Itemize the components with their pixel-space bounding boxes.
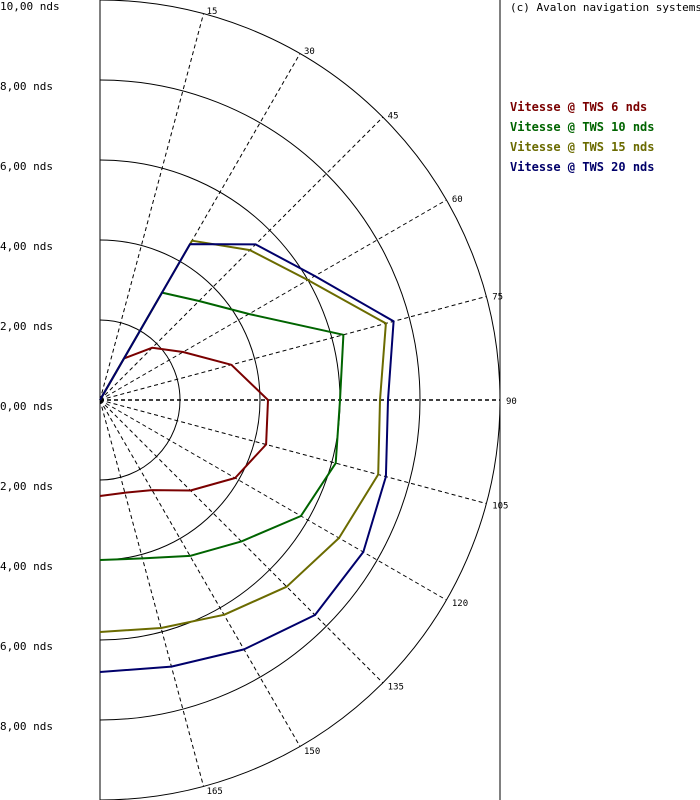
y-axis-label: 2,00 nds [0,480,53,493]
angle-ray-45 [99,116,384,401]
angle-ray-120 [99,399,447,601]
series-line-3 [99,239,387,633]
angle-label-105: 105 [492,502,508,512]
y-axis-label: 10,00 nds [0,0,60,13]
angle-ray-105 [99,399,487,505]
y-axis-label: 0,00 nds [0,400,53,413]
angle-ray-150 [99,399,301,747]
legend-entry: Vitesse @ TWS 15 nds [510,140,655,154]
angle-label-150: 150 [304,747,320,757]
legend-entry: Vitesse @ TWS 20 nds [510,160,655,174]
y-axis-label: 4,00 nds [0,240,53,253]
legend-entry: Vitesse @ TWS 6 nds [510,100,647,114]
angle-ray-165 [99,399,205,787]
series-line-4 [99,243,395,673]
grid-circle-4 [99,239,261,561]
angle-ray-15 [99,13,205,401]
series-line-2 [99,291,345,561]
grid-circle-8 [99,79,421,721]
y-axis-label: 4,00 nds [0,560,53,573]
angle-label-45: 45 [388,111,399,121]
y-axis-label: 8,00 nds [0,720,53,733]
copyright-text: (c) Avalon navigation systems [510,1,700,14]
angle-label-75: 75 [492,292,503,302]
angle-label-120: 120 [452,599,468,609]
angle-label-60: 60 [452,195,463,205]
legend-entry: Vitesse @ TWS 10 nds [510,120,655,134]
angle-label-165: 165 [207,787,223,797]
y-axis-label: 8,00 nds [0,80,53,93]
grid-circle-2 [99,319,181,481]
y-axis-label: 6,00 nds [0,640,53,653]
angle-label-30: 30 [304,47,315,57]
angle-ray-75 [99,295,487,401]
angle-ray-60 [99,199,447,401]
y-axis-label: 6,00 nds [0,160,53,173]
angle-label-135: 135 [388,683,404,693]
angle-label-90: 90 [506,397,517,407]
series-line-1 [99,346,269,497]
angle-label-15: 15 [207,7,218,17]
y-axis-label: 2,00 nds [0,320,53,333]
